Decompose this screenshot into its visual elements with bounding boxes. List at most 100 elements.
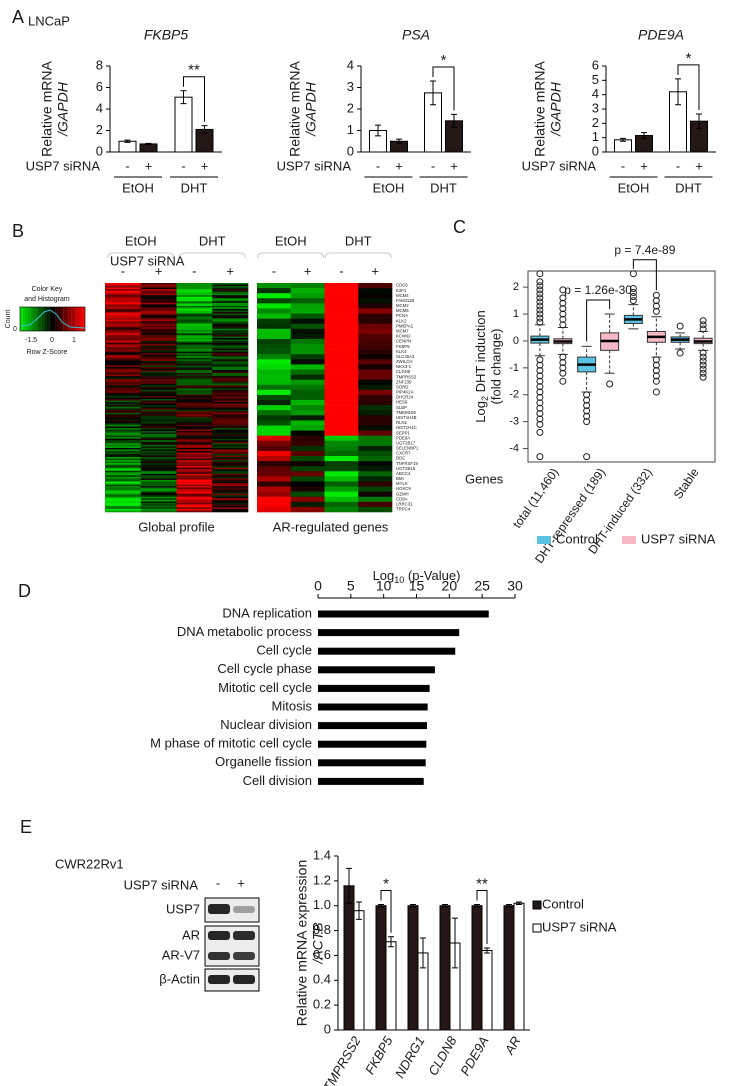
group-label: DHT: [199, 233, 226, 248]
heatmap-cell: [324, 384, 359, 391]
heatmap-cell: [358, 471, 393, 477]
heatmap-cell: [140, 351, 177, 354]
error-bar: [696, 113, 702, 129]
bar: [318, 777, 424, 785]
heatmap-cell: [140, 362, 177, 365]
heatmap-cell: [212, 455, 249, 458]
heatmap-cell: [140, 321, 177, 323]
heatmap-cell: [176, 315, 213, 317]
heatmap-cell: [105, 435, 142, 438]
heatmap-cell: [324, 369, 359, 375]
heatmap-cell: [290, 425, 325, 431]
chart-title: FKBP5: [144, 27, 189, 43]
outlier: [606, 380, 614, 388]
heatmap-cell: [212, 508, 249, 511]
heatmap-cell: [176, 386, 213, 389]
heatmap-cell: [140, 489, 177, 491]
heatmap-cell: [212, 443, 249, 446]
y-tick-label: 2: [513, 281, 519, 293]
heatmap-cell: [176, 443, 213, 446]
heatmap-cell: [212, 348, 249, 351]
heatmap-cell: [105, 473, 142, 476]
heatmap-cell: [140, 411, 177, 414]
heatmap-cell: [176, 313, 213, 316]
heatmap-cell: [212, 489, 249, 491]
heatmap-cell: [212, 486, 249, 488]
heatmap-cell: [358, 415, 393, 421]
heatmap-cell: [290, 359, 325, 365]
heatmap-cell: [140, 298, 177, 301]
blot-frame: [204, 968, 260, 992]
heatmap-cell: [105, 481, 142, 484]
heatmap-cell: [257, 394, 292, 401]
heatmap-cell: [212, 466, 249, 469]
heatmap-cell: [212, 293, 249, 296]
heatmap-cell: [212, 333, 249, 336]
heatmap-cell: [105, 394, 142, 397]
outlier: [629, 297, 637, 305]
heatmap-cell: [105, 470, 142, 473]
heatmap-cell: [212, 325, 249, 328]
legend-swatch: [532, 900, 542, 910]
outlier: [583, 407, 591, 415]
heatmap-cell: [105, 334, 142, 337]
heatmap-cell: [105, 499, 142, 502]
heatmap-cell: [212, 287, 249, 290]
heatmap-cell: [212, 449, 249, 452]
heatmap-cell: [358, 476, 393, 482]
heatmap-cell: [176, 457, 213, 459]
heatmap-cell: [212, 360, 249, 363]
heatmap-cell: [176, 415, 213, 418]
legend-label: USP7 siRNA: [641, 531, 716, 546]
heatmap-cell: [212, 446, 249, 449]
heatmap-cell: [358, 435, 393, 442]
comparison-bracket: [586, 299, 611, 342]
gene-label: TMPRSS2: [396, 374, 417, 379]
heatmap-cell: [140, 333, 177, 336]
heatmap-cell: [212, 438, 249, 441]
heatmap-cell: [257, 410, 292, 416]
heatmap-cell: [212, 315, 249, 317]
heatmap-cell: [140, 325, 177, 328]
outlier: [699, 325, 707, 333]
heatmap-cell: [176, 481, 213, 484]
heatmap-cell: [140, 328, 177, 331]
outlier: [699, 349, 707, 357]
heatmap-cell: [105, 434, 142, 436]
error-bar: [451, 113, 457, 128]
error-bar: [124, 139, 131, 143]
series-sign: +: [145, 158, 153, 173]
outlier: [536, 410, 544, 418]
color-key-xtick: -1.5: [25, 337, 37, 344]
heatmap-cell: [212, 397, 249, 400]
heatmap-cell: [290, 456, 325, 462]
outlier: [536, 393, 544, 401]
heatmap-cell: [257, 354, 292, 360]
y-tick-label: 2: [347, 100, 354, 115]
heatmap-cell: [105, 366, 142, 369]
heatmap-cell: [176, 490, 213, 493]
heatmap-cell: [140, 391, 177, 394]
heatmap-cell: [140, 388, 177, 391]
heatmap-cell: [324, 506, 359, 513]
heatmap-cell: [212, 353, 249, 356]
heatmap-cell: [358, 486, 393, 492]
heatmap-cell: [176, 400, 213, 403]
heatmap-cell: [358, 445, 393, 452]
heatmap-cell: [176, 458, 213, 461]
bar: [471, 905, 483, 1031]
heatmap-cell: [212, 447, 249, 450]
sign-label: -: [339, 263, 343, 278]
heatmap-cell: [257, 466, 292, 472]
heatmap-cell: [176, 486, 213, 488]
y-tick-label: Organelle fission: [215, 754, 312, 769]
heatmap-cell: [176, 469, 213, 472]
heatmap-cell: [140, 504, 177, 507]
heatmap-cell: [105, 386, 142, 389]
heatmap-cell: [212, 460, 249, 462]
legend-label: Control: [556, 531, 598, 546]
heatmap-cell: [140, 505, 177, 508]
y-axis-label: /GAPDH: [303, 81, 319, 137]
heatmap-cell: [257, 461, 292, 467]
heatmap-cell: [140, 467, 177, 470]
